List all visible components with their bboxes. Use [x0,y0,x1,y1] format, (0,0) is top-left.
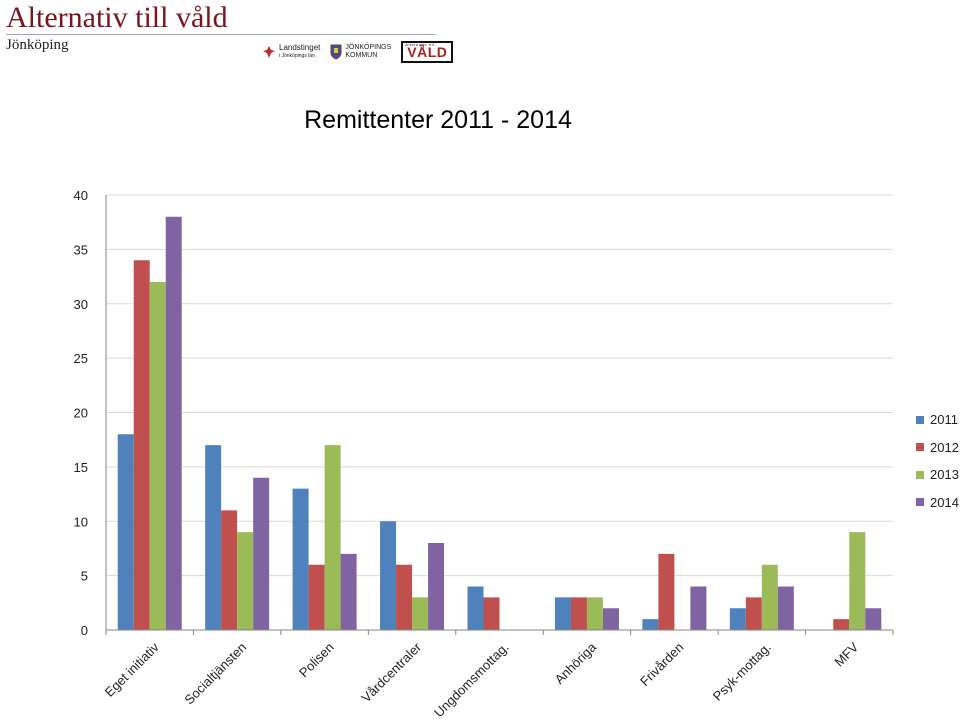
landstinget-sub: i Jönköpings län [279,53,315,59]
landstinget-name: Landstinget [279,43,321,52]
legend-label: 2012 [930,439,959,455]
bar-2012 [745,597,762,630]
legend-item: 2011 [916,406,959,434]
bar-2013 [586,597,603,630]
legend-item: 2014 [916,489,959,517]
x-tick-label: MFV [831,639,861,669]
bar-2013 [849,532,866,630]
legend-label: 2014 [930,494,959,510]
bar-2012 [308,564,325,630]
legend: 2011 2012 2013 2014 [916,406,959,516]
bar-2011 [467,586,484,630]
y-tick-label: 35 [74,242,88,257]
bar-2013 [761,564,778,630]
legend-swatch [916,415,924,424]
bar-2012 [221,510,238,630]
bar-2012 [833,619,850,630]
bar-2014 [777,586,794,630]
y-tick-label: 15 [74,460,88,475]
bar-2013 [412,597,429,630]
y-tick-label: 5 [81,569,88,584]
bar-2014 [428,543,445,630]
kommun-line-1: JÖNKÖPINGS [345,44,392,51]
bars [117,216,882,630]
landstinget-emblem-icon [263,46,275,58]
x-tick-label: Vårdcentraler [358,639,424,705]
bar-2013 [149,282,166,630]
bar-2011 [117,434,134,630]
axes [105,195,894,635]
legend-swatch [916,443,924,452]
bar-2011 [554,597,571,630]
axis-labels: 0 5 10 15 20 25 30 35 40 Eget initiativ Socialtjän… [74,188,862,720]
bar-2011 [292,488,309,630]
x-tick-label: Psyk-mottag. [710,640,774,704]
bar-2014 [602,608,619,630]
legend-item: 2012 [916,434,959,462]
coat-of-arms-icon [330,44,342,60]
bar-2014 [165,216,182,630]
bar-2013 [324,445,341,630]
x-tick-label: Socialtjänsten [181,640,249,708]
x-tick-label: Ungdomsmottag. [431,640,512,721]
bar-2012 [133,260,150,630]
bar-2012 [658,553,675,630]
bar-2014 [253,477,270,630]
header: Alternativ till våld Jönköping Landsting… [0,0,454,70]
alternativ-till-vald-logo: Alternativ till VÅLD [401,41,454,63]
y-tick-label: 30 [74,297,88,312]
landstinget-logo: Landstinget i Jönköpings län [262,44,320,60]
y-tick-label: 0 [81,623,88,638]
brand-title: Alternativ till våld [6,1,228,34]
bar-2011 [729,608,746,630]
bar-2012 [483,597,500,630]
bar-2014 [690,586,707,630]
chart-title: Remittenter 2011 - 2014 [304,106,572,134]
x-tick-label: Eget initiativ [102,639,163,700]
legend-label: 2013 [930,467,959,483]
header-divider [6,34,436,35]
bar-2014 [865,608,882,630]
bar-2012 [570,597,587,630]
partner-logos: Landstinget i Jönköpings län JÖNKÖPINGS … [262,40,454,64]
legend-swatch [916,470,924,479]
brand-city: Jönköping [6,37,69,53]
kommun-line-2: KOMMUN [345,52,378,59]
vald-logo-text: VÅLD [407,44,448,60]
kommun-logo: JÖNKÖPINGS KOMMUN [330,44,391,60]
bar-2011 [380,521,397,630]
bar-2011 [642,619,659,630]
bar-2012 [396,564,413,630]
x-tick-label: Anhöriga [552,639,600,687]
legend-swatch [916,498,924,507]
x-tick-label: Polisen [296,640,337,681]
bar-2011 [205,445,222,630]
legend-label: 2011 [930,412,958,428]
legend-item: 2013 [916,461,959,489]
y-tick-label: 10 [74,514,88,529]
bar-2014 [340,553,357,630]
x-tick-label: Frivården [637,640,686,689]
y-tick-label: 25 [74,351,88,366]
gridlines [106,194,893,577]
vald-logo-small-text: Alternativ till [405,42,435,47]
y-tick-label: 20 [74,406,88,421]
y-tick-label: 40 [74,188,88,203]
bar-2013 [237,532,254,630]
